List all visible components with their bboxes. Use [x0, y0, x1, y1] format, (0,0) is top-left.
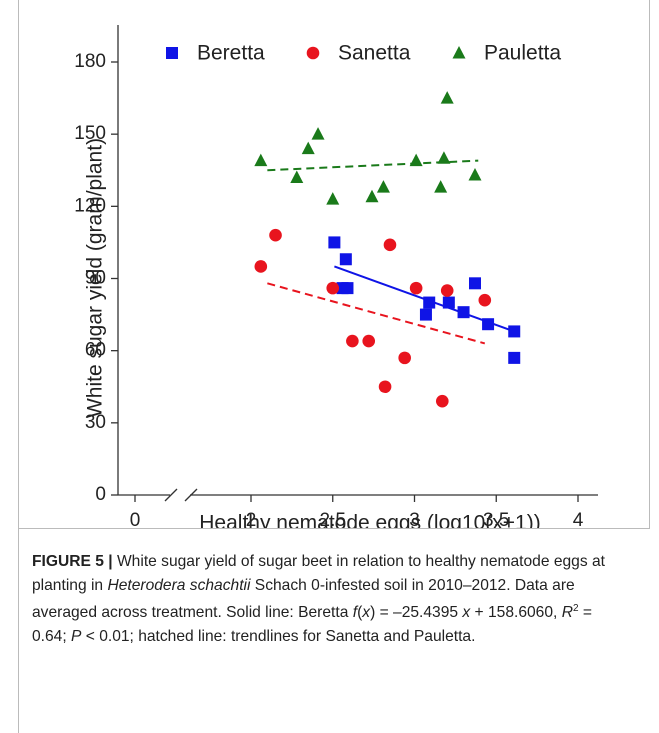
- y-tick-label: 180: [74, 51, 106, 72]
- x-tick-label: 2: [246, 510, 257, 528]
- caption: FIGURE 5 | White sugar yield of sugar be…: [18, 528, 630, 733]
- caption-text: ) = –25.4395: [370, 604, 463, 622]
- marker-triangle: [468, 168, 482, 181]
- marker-circle: [383, 238, 397, 252]
- marker-circle: [254, 260, 268, 273]
- caption-italic: f: [352, 604, 358, 622]
- marker-triangle: [365, 189, 379, 203]
- y-tick-label: 30: [85, 412, 106, 433]
- marker-triangle: [409, 153, 423, 167]
- marker-circle: [478, 293, 492, 307]
- y-axis-label: White sugar yield (gram/plant): [84, 138, 107, 418]
- x-tick-label: 4: [573, 510, 584, 528]
- marker-circle: [326, 281, 340, 295]
- marker-square: [341, 282, 354, 295]
- marker-triangle: [376, 180, 390, 193]
- caption-label: FIGURE 5 |: [32, 553, 113, 570]
- marker-triangle: [290, 170, 304, 183]
- marker-circle: [435, 394, 449, 408]
- x-tick-label: 0: [130, 510, 141, 528]
- marker-triangle: [437, 151, 451, 164]
- marker-triangle: [440, 91, 454, 104]
- caption-italic: R: [561, 604, 573, 622]
- marker-square: [339, 253, 352, 266]
- axis-break: [184, 488, 198, 502]
- chart: White sugar yield (gram/plant) 030609012…: [74, 25, 598, 528]
- x-axis-label: Healthy nematode eggs (log10(x+1)): [199, 512, 540, 528]
- marker-circle: [362, 334, 376, 348]
- marker-circle: [440, 284, 454, 297]
- y-tick-label: 0: [95, 484, 106, 505]
- marker-triangle: [311, 127, 325, 140]
- caption-italic: x: [362, 604, 371, 622]
- marker-triangle: [434, 180, 448, 193]
- marker-square: [508, 325, 521, 338]
- marker-triangle: [301, 141, 315, 155]
- y-tick-label: 90: [85, 268, 106, 289]
- marker-circle: [378, 380, 392, 394]
- caption-text: < 0.01; hatched line: trendlines for San…: [81, 627, 476, 645]
- caption-text: + 158.6060,: [470, 604, 562, 622]
- legend-marker: [166, 47, 178, 59]
- marker-circle: [269, 228, 282, 242]
- x-tick-label: 3.5: [483, 510, 509, 528]
- marker-square: [482, 318, 495, 331]
- legend-label: Sanetta: [338, 42, 411, 65]
- legend-label: Beretta: [197, 42, 265, 65]
- axis-break: [164, 488, 178, 502]
- trendline: [267, 282, 486, 345]
- caption-text: (: [357, 604, 363, 622]
- caption-italic: P: [71, 627, 82, 645]
- marker-triangle: [254, 153, 268, 167]
- legend-marker: [452, 46, 466, 59]
- marker-square: [457, 306, 470, 319]
- caption-italic: x: [462, 604, 471, 622]
- caption-italic: Heterodera schachtii: [107, 576, 251, 594]
- marker-square: [423, 296, 436, 309]
- marker-circle: [346, 334, 359, 348]
- legend-label: Pauletta: [484, 42, 561, 65]
- y-tick-label: 60: [85, 340, 106, 361]
- marker-triangle: [326, 192, 340, 205]
- marker-square: [442, 296, 455, 309]
- caption-text: White sugar yield of sugar beet in relat…: [32, 553, 605, 594]
- caption-text: Schach 0-infested soil in 2010–2012. Dat…: [32, 576, 575, 622]
- marker-square: [468, 277, 481, 290]
- y-tick-label: 120: [74, 195, 106, 216]
- legend-marker: [306, 46, 320, 60]
- caption-text: = 0.64;: [32, 604, 592, 645]
- marker-square: [328, 236, 341, 249]
- marker-square: [508, 351, 521, 364]
- caption-sup: 2: [572, 603, 579, 614]
- marker-square: [419, 308, 432, 321]
- x-tick-label: 3: [409, 510, 420, 528]
- marker-circle: [409, 281, 423, 295]
- figure-frame: [18, 0, 650, 529]
- y-tick-label: 150: [74, 123, 106, 144]
- marker-circle: [398, 351, 411, 365]
- x-tick-label: 2.5: [320, 510, 346, 528]
